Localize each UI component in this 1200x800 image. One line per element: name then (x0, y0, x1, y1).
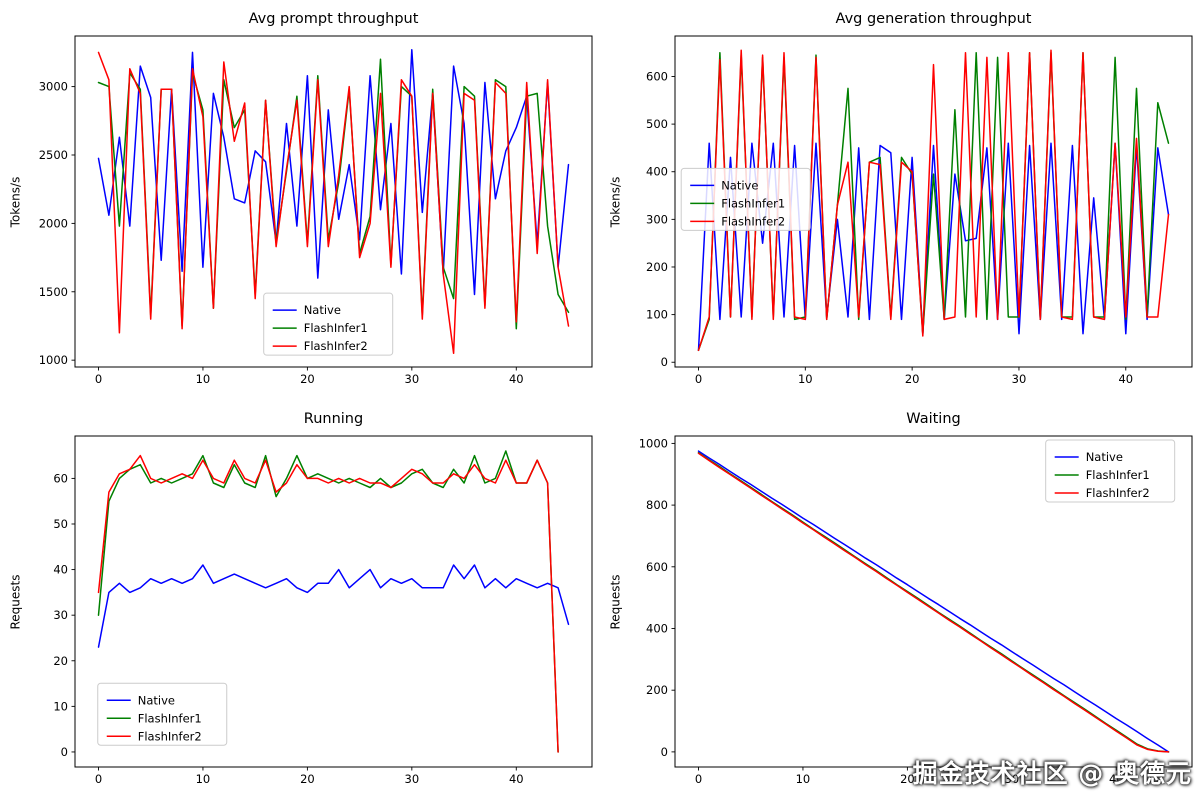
legend-label-flashinfer2: FlashInfer2 (304, 339, 368, 353)
x-tick-label: 20 (300, 772, 315, 786)
y-tick-label: 0 (661, 745, 668, 759)
y-axis-label-wrap: Tokens/s (6, 36, 24, 367)
y-axis-label: Tokens/s (8, 176, 23, 227)
y-tick-label: 60 (53, 471, 68, 485)
y-axis-label: Requests (608, 574, 622, 629)
series-line-native (97, 48, 570, 296)
axes-spines (674, 435, 1193, 768)
x-tick-label: 40 (1118, 372, 1133, 386)
series-line-native (97, 564, 570, 648)
x-tick-label: 30 (1005, 772, 1020, 786)
legend-label-flashinfer2: FlashInfer2 (721, 214, 785, 228)
legend-label-native: Native (721, 178, 758, 192)
y-tick-label: 2500 (39, 148, 68, 162)
y-tick-label: 800 (646, 498, 668, 512)
y-tick-label: 600 (646, 560, 668, 574)
chart-title: Avg prompt throughput (248, 11, 419, 27)
y-axis-label-wrap: Tokens/s (606, 36, 624, 367)
series-line-flashinfer2 (97, 51, 570, 355)
x-tick-label: 10 (196, 372, 211, 386)
series-line-flashinfer1 (97, 58, 570, 330)
y-tick-label: 1000 (39, 353, 68, 367)
y-tick-label: 30 (53, 608, 68, 622)
series-line-flashinfer2 (97, 454, 559, 753)
x-tick-label: 30 (405, 772, 420, 786)
legend-box (263, 292, 394, 356)
y-tick-label: 400 (646, 165, 668, 179)
legend-label-native: Native (1086, 450, 1123, 464)
x-tick-label: 20 (900, 772, 915, 786)
legend-label-flashinfer1: FlashInfer1 (1086, 468, 1150, 482)
x-tick-label: 10 (196, 772, 211, 786)
series-line-native (697, 450, 1170, 753)
x-tick-label: 0 (695, 772, 702, 786)
y-tick-label: 400 (646, 621, 668, 635)
chart-title: Avg generation throughput (835, 11, 1032, 27)
y-tick-label: 100 (646, 308, 668, 322)
chart-panel-running: Running Requests 0 10 20 30 40 50 60 0 10 20 30 40 N… (0, 400, 600, 800)
x-tick-label: 30 (1012, 372, 1027, 386)
axes-spines (74, 35, 593, 368)
y-tick-label: 200 (646, 260, 668, 274)
y-tick-label: 1500 (39, 285, 68, 299)
watermark: 掘金技术社区 @ 奥德元 (912, 759, 1192, 788)
y-tick-label: 40 (53, 563, 68, 577)
y-tick-label: 600 (646, 69, 668, 83)
x-tick-label: 10 (798, 372, 813, 386)
chart-plot-area: 0 100 200 300 400 500 600 0 10 20 30 40 Native FlashI… (646, 35, 1193, 386)
y-axis-label-wrap: Requests (6, 436, 24, 767)
legend-label-flashinfer1: FlashInfer1 (138, 711, 202, 725)
y-tick-label: 3000 (39, 80, 68, 94)
y-axis-label: Requests (8, 574, 22, 629)
chart-plot-area: 0 10 20 30 40 50 60 0 10 20 30 40 Native FlashInfer1 F… (53, 435, 593, 786)
legend-label-native: Native (138, 693, 175, 707)
legend-label-native: Native (304, 303, 341, 317)
legend-box (680, 167, 811, 231)
chart-title: Waiting (906, 411, 961, 427)
y-tick-label: 50 (53, 517, 68, 531)
x-tick-label: 40 (509, 372, 524, 386)
chart-panel-avg-prompt-throughput: Avg prompt throughput Tokens/s 1000 1500 2… (0, 0, 600, 400)
y-tick-label: 10 (53, 699, 68, 713)
axes-spines (674, 35, 1193, 368)
x-tick-label: 0 (95, 372, 102, 386)
y-tick-label: 0 (661, 355, 668, 369)
legend-label-flashinfer1: FlashInfer1 (721, 196, 785, 210)
x-tick-label: 20 (300, 372, 315, 386)
legend-box (1045, 439, 1176, 503)
y-axis-label-wrap: Requests (606, 436, 624, 767)
legend-label-flashinfer1: FlashInfer1 (304, 321, 368, 335)
y-tick-label: 0 (61, 745, 68, 759)
x-tick-label: 0 (95, 772, 102, 786)
legend-label-flashinfer2: FlashInfer2 (1086, 486, 1150, 500)
x-tick-label: 20 (905, 372, 920, 386)
y-axis-label: Tokens/s (608, 176, 623, 227)
y-tick-label: 2000 (39, 216, 68, 230)
x-tick-label: 40 (509, 772, 524, 786)
x-tick-label: 10 (796, 772, 811, 786)
x-tick-label: 30 (405, 372, 420, 386)
chart-title: Running (303, 411, 364, 427)
axes-spines (74, 435, 593, 768)
chart-panel-avg-generation-throughput: Avg generation throughput Tokens/s 0 100 2… (600, 0, 1200, 400)
chart-plot-area: 1000 1500 2000 2500 3000 0 10 20 30 40 Native Flash… (39, 35, 593, 386)
chart-panel-waiting: Waiting Requests 0 200 400 600 800 1000 0 10 20 3… (600, 400, 1200, 800)
x-tick-label: 40 (1109, 772, 1124, 786)
y-tick-label: 1000 (639, 436, 668, 450)
y-tick-label: 500 (646, 117, 668, 131)
legend-label-flashinfer2: FlashInfer2 (138, 729, 202, 743)
y-tick-label: 20 (53, 654, 68, 668)
y-tick-label: 300 (646, 212, 668, 226)
legend-box (97, 682, 228, 746)
y-tick-label: 200 (646, 683, 668, 697)
chart-plot-area: 0 200 400 600 800 1000 0 10 20 30 40 Native FlashInf… (639, 435, 1193, 786)
x-tick-label: 0 (695, 372, 702, 386)
series-line-flashinfer2 (697, 452, 1170, 753)
